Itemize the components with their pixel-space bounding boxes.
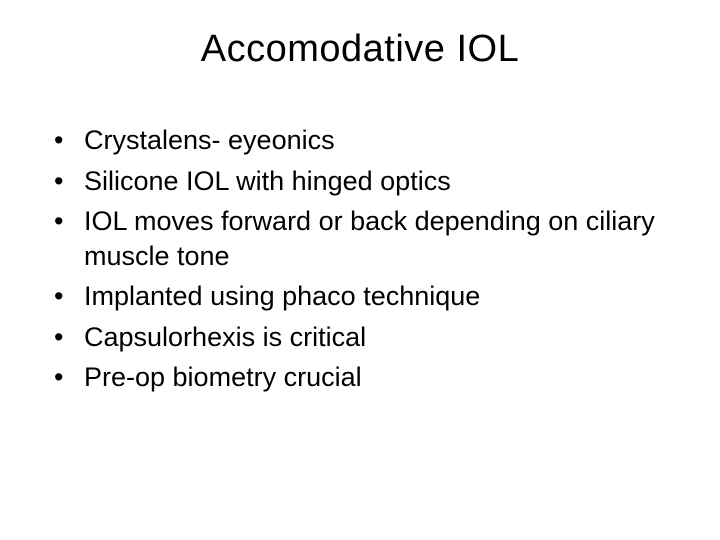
bullet-item: Crystalens- eyeonics — [54, 123, 690, 158]
bullet-list: Crystalens- eyeonics Silicone IOL with h… — [30, 123, 690, 395]
bullet-item: IOL moves forward or back depending on c… — [54, 204, 690, 273]
bullet-item: Capsulorhexis is critical — [54, 320, 690, 355]
bullet-item: Silicone IOL with hinged optics — [54, 164, 690, 199]
bullet-item: Implanted using phaco technique — [54, 279, 690, 314]
bullet-item: Pre-op biometry crucial — [54, 360, 690, 395]
slide-container: Accomodative IOL Crystalens- eyeonics Si… — [0, 0, 720, 540]
slide-title: Accomodative IOL — [30, 28, 690, 71]
